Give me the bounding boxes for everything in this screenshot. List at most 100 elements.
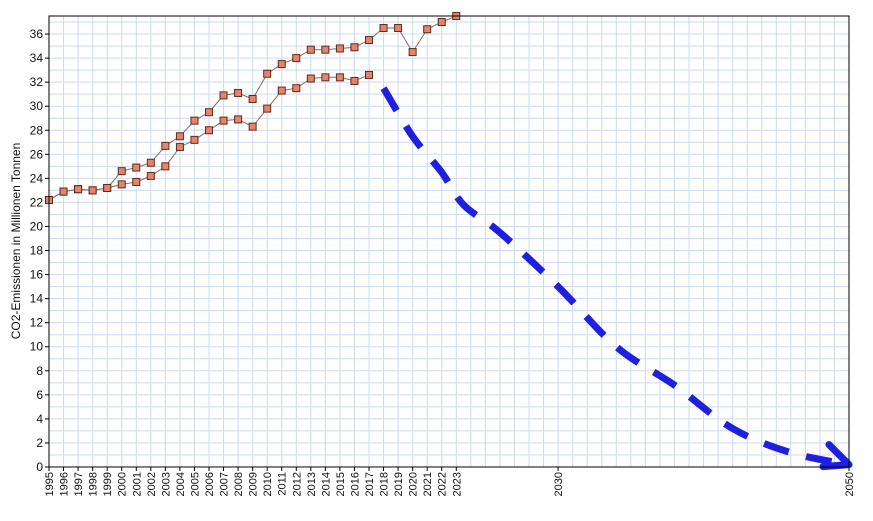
data-point-marker	[175, 143, 184, 152]
x-tick-label: 2003	[160, 472, 172, 496]
x-tick-label: 2014	[320, 472, 332, 496]
x-tick-label: 1995	[44, 472, 56, 496]
data-point-marker	[277, 86, 286, 95]
data-point-marker	[175, 132, 184, 141]
data-point-marker	[335, 73, 344, 82]
data-point-marker	[365, 36, 373, 45]
data-point-marker	[335, 44, 344, 53]
x-tick-label: 2007	[219, 472, 231, 496]
y-tick-label: 8	[36, 364, 43, 378]
data-point-marker	[88, 186, 97, 195]
x-tick-label: 2018	[379, 472, 391, 496]
x-tick-label: 2012	[291, 472, 303, 496]
data-point-marker	[234, 88, 243, 97]
data-point-marker	[234, 115, 243, 124]
data-point-marker	[321, 73, 330, 82]
grid-lines	[48, 16, 850, 467]
projection-arrowhead	[819, 441, 853, 471]
x-tick-label: 2019	[393, 472, 405, 496]
x-tick-label: 2004	[175, 472, 187, 496]
x-tick-label: 1998	[88, 472, 100, 496]
data-point-marker	[379, 24, 388, 33]
data-point-marker	[321, 45, 330, 54]
y-tick-label: 26	[30, 147, 44, 161]
data-point-marker	[306, 45, 315, 54]
data-point-marker	[263, 69, 272, 78]
data-point-marker	[117, 180, 126, 189]
data-point-marker	[205, 108, 213, 117]
y-tick-label: 36	[30, 27, 44, 41]
data-point-marker	[161, 162, 170, 171]
x-tick-label: 2017	[364, 472, 376, 496]
x-tick-label: 2002	[146, 472, 158, 496]
x-tick-label: 2010	[262, 472, 274, 496]
data-point-marker	[292, 84, 301, 93]
x-tick-label: 2015	[335, 472, 347, 496]
y-tick-label: 12	[30, 316, 44, 330]
data-point-marker	[423, 25, 432, 34]
x-tick-label: 2022	[437, 472, 449, 496]
data-point-marker	[103, 183, 112, 192]
data-point-marker	[350, 76, 359, 85]
data-point-marker	[408, 48, 417, 57]
x-tick-label: 2030	[553, 472, 565, 496]
data-point-marker	[132, 163, 141, 172]
x-tick-label: 2016	[349, 472, 361, 496]
projection-dashed-line	[380, 86, 850, 469]
x-tick-label: 2006	[204, 472, 216, 496]
data-point-marker	[248, 94, 257, 103]
data-point-marker	[117, 167, 126, 176]
y-axis-label: CO2-Emissionen in Millionen Tonnen	[9, 143, 23, 340]
data-point-marker	[219, 91, 228, 100]
x-axis: 1995 1996 1997 1998 1999 2000 2001 2002 2003 2004…	[44, 467, 856, 496]
y-tick-label: 30	[30, 99, 44, 113]
y-tick-label: 20	[30, 219, 44, 233]
x-tick-label: 1999	[102, 472, 114, 496]
data-point-marker	[350, 43, 359, 52]
y-tick-label: 28	[30, 123, 44, 137]
data-point-marker	[292, 54, 301, 63]
data-point-marker	[190, 135, 199, 144]
data-point-marker	[219, 116, 228, 125]
y-tick-label: 0	[36, 460, 43, 474]
data-point-marker	[146, 158, 155, 167]
x-tick-label: 1997	[73, 472, 85, 496]
y-tick-label: 24	[30, 171, 44, 185]
data-point-marker	[205, 126, 213, 135]
data-point-marker	[146, 171, 155, 180]
x-tick-label: 2009	[248, 472, 260, 496]
x-tick-label: 2023	[451, 472, 463, 496]
data-point-marker	[132, 177, 141, 186]
y-tick-label: 2	[36, 436, 43, 450]
x-tick-label: 1996	[59, 472, 71, 496]
y-tick-label: 16	[30, 268, 44, 282]
y-tick-label: 4	[36, 412, 43, 426]
data-point-marker	[306, 74, 315, 83]
data-point-marker	[161, 141, 170, 150]
data-point-marker	[190, 116, 199, 125]
x-tick-label: 2013	[306, 472, 318, 496]
data-point-marker	[277, 60, 286, 69]
x-tick-label: 2000	[117, 472, 129, 496]
data-point-marker	[74, 185, 83, 194]
y-tick-label: 10	[30, 340, 44, 354]
data-point-marker	[394, 24, 403, 33]
y-tick-label: 22	[30, 195, 44, 209]
plot-frame	[48, 15, 850, 468]
data-point-marker	[263, 104, 272, 113]
data-point-marker	[59, 187, 68, 196]
x-tick-label: 2011	[277, 472, 289, 496]
data-point-marker	[365, 70, 373, 79]
x-tick-label: 2008	[233, 472, 245, 496]
y-tick-label: 32	[30, 75, 44, 89]
x-tick-label: 2005	[189, 472, 201, 496]
y-tick-label: 14	[30, 292, 44, 306]
x-tick-label: 2001	[131, 472, 143, 496]
y-tick-label: 18	[30, 244, 44, 258]
data-point-marker	[437, 18, 446, 27]
x-tick-label: 2020	[408, 472, 420, 496]
y-tick-label: 34	[30, 51, 44, 65]
y-tick-label: 6	[36, 388, 43, 402]
